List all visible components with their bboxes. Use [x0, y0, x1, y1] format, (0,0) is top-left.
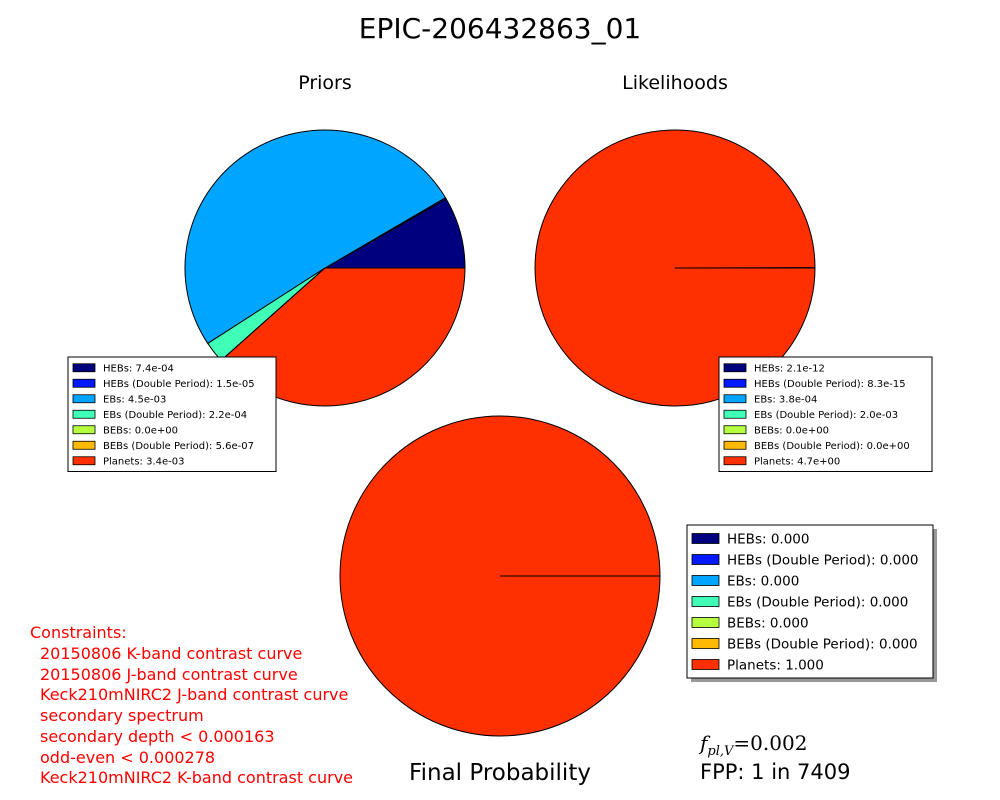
- likelihoods-title: Likelihoods: [622, 72, 728, 94]
- legend-swatch: [723, 409, 747, 419]
- legend-label: BEBs: 0.0e+00: [103, 425, 178, 436]
- constraint-item: 20150806 J-band contrast curve: [40, 665, 298, 684]
- fpp-value: FPP: 1 in 7409: [700, 760, 850, 784]
- legend-swatch: [691, 554, 720, 565]
- legend-swatch: [723, 363, 747, 373]
- legend-label: EBs (Double Period): 0.000: [727, 594, 908, 610]
- legend-label: BEBs (Double Period): 0.0e+00: [754, 441, 910, 452]
- legend-swatch: [723, 456, 747, 466]
- constraint-item: secondary depth < 0.000163: [40, 727, 275, 746]
- constraint-item: Keck210mNIRC2 K-band contrast curve: [40, 768, 353, 787]
- legend-label: BEBs (Double Period): 5.6e-07: [103, 441, 254, 452]
- legend-label: EBs: 4.5e-03: [103, 394, 166, 405]
- legend-label: EBs: 3.8e-04: [754, 394, 817, 405]
- priors-legend: HEBs: 7.4e-04 HEBs (Double Period): 1.5e-…: [67, 356, 277, 472]
- legend-label: BEBs: 0.000: [727, 615, 809, 631]
- fpl-value: fpl,V=0.002: [698, 731, 807, 759]
- legend-swatch: [72, 394, 96, 404]
- legend-swatch: [691, 659, 720, 670]
- legend-swatch: [72, 378, 96, 388]
- legend-swatch: [691, 575, 720, 586]
- legend-label: EBs (Double Period): 2.0e-03: [754, 410, 898, 421]
- legend-label: Planets: 4.7e+00: [754, 456, 840, 467]
- legend-swatch: [723, 440, 747, 450]
- likelihoods-legend: HEBs: 2.1e-12 HEBs (Double Period): 8.3e-…: [718, 356, 933, 472]
- legend-box: [718, 356, 933, 472]
- legend-label: HEBs (Double Period): 1.5e-05: [103, 379, 255, 390]
- legend-label: HEBs: 2.1e-12: [754, 363, 825, 374]
- constraint-item: Keck210mNIRC2 J-band contrast curve: [40, 685, 348, 704]
- legend-swatch: [723, 425, 747, 435]
- legend-swatch: [72, 363, 96, 373]
- fpl-equals: =0.002: [733, 731, 807, 755]
- constraints-block: Constraints: 20150806 K-band contrast cu…: [30, 623, 353, 787]
- legend-swatch: [72, 425, 96, 435]
- legend-box: [686, 524, 934, 679]
- legend-label: HEBs (Double Period): 0.000: [727, 552, 919, 568]
- legend-label: Planets: 3.4e-03: [103, 456, 185, 467]
- figure-title: EPIC-206432863_01: [359, 12, 641, 45]
- legend-swatch: [723, 378, 747, 388]
- legend-label: HEBs (Double Period): 8.3e-15: [754, 379, 906, 390]
- legend-box: [67, 356, 277, 472]
- legend-swatch: [72, 409, 96, 419]
- final-probability-legend: HEBs: 0.000 HEBs (Double Period): 0.000 EB…: [686, 524, 937, 682]
- legend-label: BEBs: 0.0e+00: [754, 425, 829, 436]
- legend-label: HEBs: 0.000: [727, 531, 809, 547]
- constraint-item: odd-even < 0.000278: [40, 748, 215, 767]
- pie-slice: [184, 129, 446, 344]
- priors-title: Priors: [298, 72, 352, 94]
- legend-label: EBs: 0.000: [727, 573, 799, 589]
- legend-label: HEBs: 7.4e-04: [103, 363, 174, 374]
- legend-swatch: [72, 440, 96, 450]
- legend-label: EBs (Double Period): 2.2e-04: [103, 410, 247, 421]
- constraints-heading: Constraints:: [30, 623, 127, 642]
- final-probability-title: Final Probability: [409, 760, 591, 786]
- legend-swatch: [72, 456, 96, 466]
- legend-swatch: [691, 638, 720, 649]
- legend-label: Planets: 1.000: [727, 657, 824, 673]
- legend-swatch: [691, 617, 720, 628]
- final-probability-pie: [339, 415, 661, 737]
- constraint-item: secondary spectrum: [40, 706, 204, 725]
- legend-swatch: [723, 394, 747, 404]
- legend-label: BEBs (Double Period): 0.000: [727, 636, 918, 652]
- legend-swatch: [691, 533, 720, 544]
- fpl-subscript: pl,V: [707, 744, 735, 759]
- priors-pie: [184, 129, 466, 407]
- legend-swatch: [691, 596, 720, 607]
- constraint-item: 20150806 K-band contrast curve: [40, 644, 302, 663]
